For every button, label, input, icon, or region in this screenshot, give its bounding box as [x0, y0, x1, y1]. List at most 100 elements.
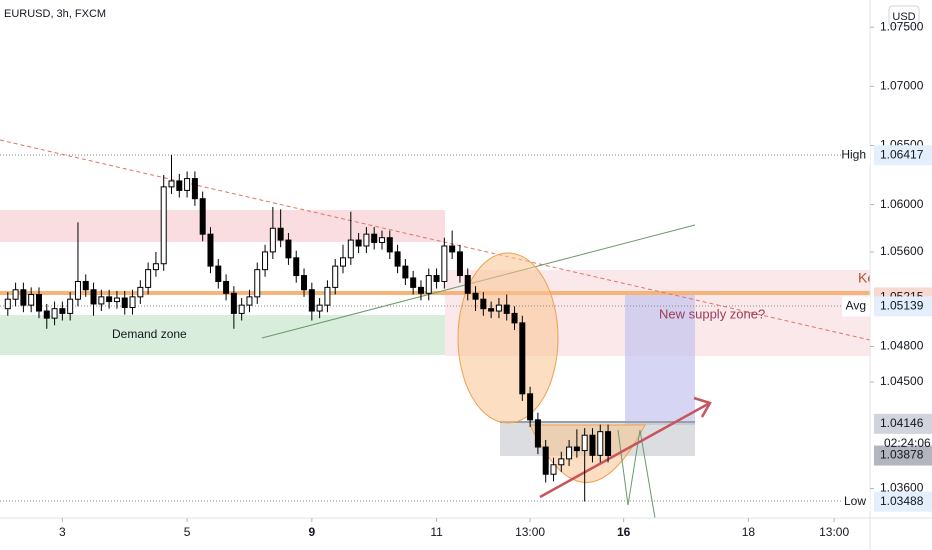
y-tick-label: 1.03600 [880, 481, 924, 495]
currency-box [888, 5, 920, 27]
candle-body [519, 322, 526, 395]
candle-body [371, 233, 378, 243]
candle-body [74, 280, 81, 300]
y-tick-label: 1.06000 [880, 197, 924, 211]
x-tick-label: 18 [742, 525, 756, 539]
price-name-box [842, 491, 870, 512]
candle-body [59, 308, 66, 314]
price-label: 1.04146 [880, 416, 924, 430]
candle-body [597, 431, 604, 456]
drawings: Demand zone New supply zone? Key [0, 139, 882, 519]
candle-body [199, 198, 206, 235]
candle-body [363, 233, 370, 247]
candle-body [410, 277, 417, 288]
candle-body [456, 251, 463, 277]
candle-body [581, 434, 588, 452]
candle-body [98, 296, 105, 305]
candle-body [254, 269, 261, 298]
candle-body [176, 180, 183, 191]
candle-body [301, 275, 308, 291]
candle-body [355, 239, 362, 247]
candle-body [488, 308, 495, 312]
candle-body [145, 269, 152, 288]
candle-body [550, 464, 557, 475]
countdown: 02:24:06 [884, 436, 931, 450]
candle-body [308, 289, 315, 312]
x-tick-label: 13:00 [515, 525, 545, 539]
candle-body [495, 304, 502, 312]
candle-body [293, 257, 300, 277]
price-name: High [841, 147, 866, 161]
candle-body [464, 275, 471, 294]
price-label-box [874, 145, 932, 166]
candle-body [230, 292, 237, 314]
currency: USD [892, 11, 915, 23]
price-name-box [842, 145, 870, 166]
candle-body [472, 292, 479, 300]
candle-body [324, 286, 331, 306]
x-tick-label: 3 [59, 525, 66, 539]
candle-body [558, 458, 565, 466]
candle-body [285, 239, 292, 259]
candle-body [316, 304, 323, 312]
candle-body [480, 298, 487, 310]
price-label-box [874, 445, 932, 466]
candle-body [503, 304, 510, 314]
candle-body [106, 296, 113, 303]
candle-body [262, 251, 269, 271]
candle-body [246, 296, 253, 306]
candle-body [184, 178, 191, 191]
x-tick-label: 5 [184, 525, 191, 539]
candle-body [378, 237, 385, 243]
candle-body [425, 275, 432, 294]
price-name: Avg [846, 299, 866, 313]
candle-body [67, 298, 74, 314]
y-tick-label: 1.07500 [880, 19, 924, 33]
candle-body [573, 446, 580, 452]
candle-body [90, 289, 97, 305]
candle-body [340, 257, 347, 267]
price-name: Low [844, 494, 866, 508]
candle-body [238, 304, 245, 314]
candle-body [35, 293, 42, 312]
arrow [539, 402, 709, 499]
candle-body [441, 245, 448, 282]
zigzag [617, 429, 656, 519]
candle-body [417, 286, 424, 294]
candle-body [433, 275, 440, 282]
candle-body [113, 297, 120, 303]
x-tick-label: 16 [617, 525, 631, 539]
candle-body [566, 446, 573, 460]
y-tick-label: 1.04500 [880, 374, 924, 388]
price-name-box [842, 296, 870, 317]
candle-body [12, 289, 19, 300]
x-tick-label: 13:00 [819, 525, 849, 539]
candle-body [269, 227, 276, 253]
y-tick-label: 1.05600 [880, 244, 924, 258]
candle-body [277, 227, 284, 241]
candle-body [542, 446, 549, 475]
candle-body [121, 297, 128, 308]
supply-zone [0, 210, 445, 242]
demand-zone [0, 315, 445, 355]
supply-label: New supply zone? [659, 306, 765, 321]
x-tick-label: 9 [308, 525, 315, 539]
candle-body [332, 265, 339, 288]
candle-body [129, 296, 136, 308]
downtrend [0, 139, 871, 341]
time-axis [0, 518, 870, 550]
drop-circle [457, 252, 559, 424]
candle-body [215, 265, 222, 282]
candle-body [20, 289, 27, 306]
candle-body [223, 280, 230, 294]
candle-body [527, 393, 534, 421]
price-label: 1.03488 [880, 494, 924, 508]
candle-body [347, 239, 354, 259]
candle-body [137, 286, 144, 298]
candle-body [28, 293, 35, 306]
candle-body [152, 263, 159, 271]
y-tick-label: 1.07000 [880, 79, 924, 93]
price-label-box [874, 413, 932, 434]
candle-body [43, 310, 50, 319]
labels: 1.075001.070001.065001.060001.056001.048… [59, 19, 932, 539]
